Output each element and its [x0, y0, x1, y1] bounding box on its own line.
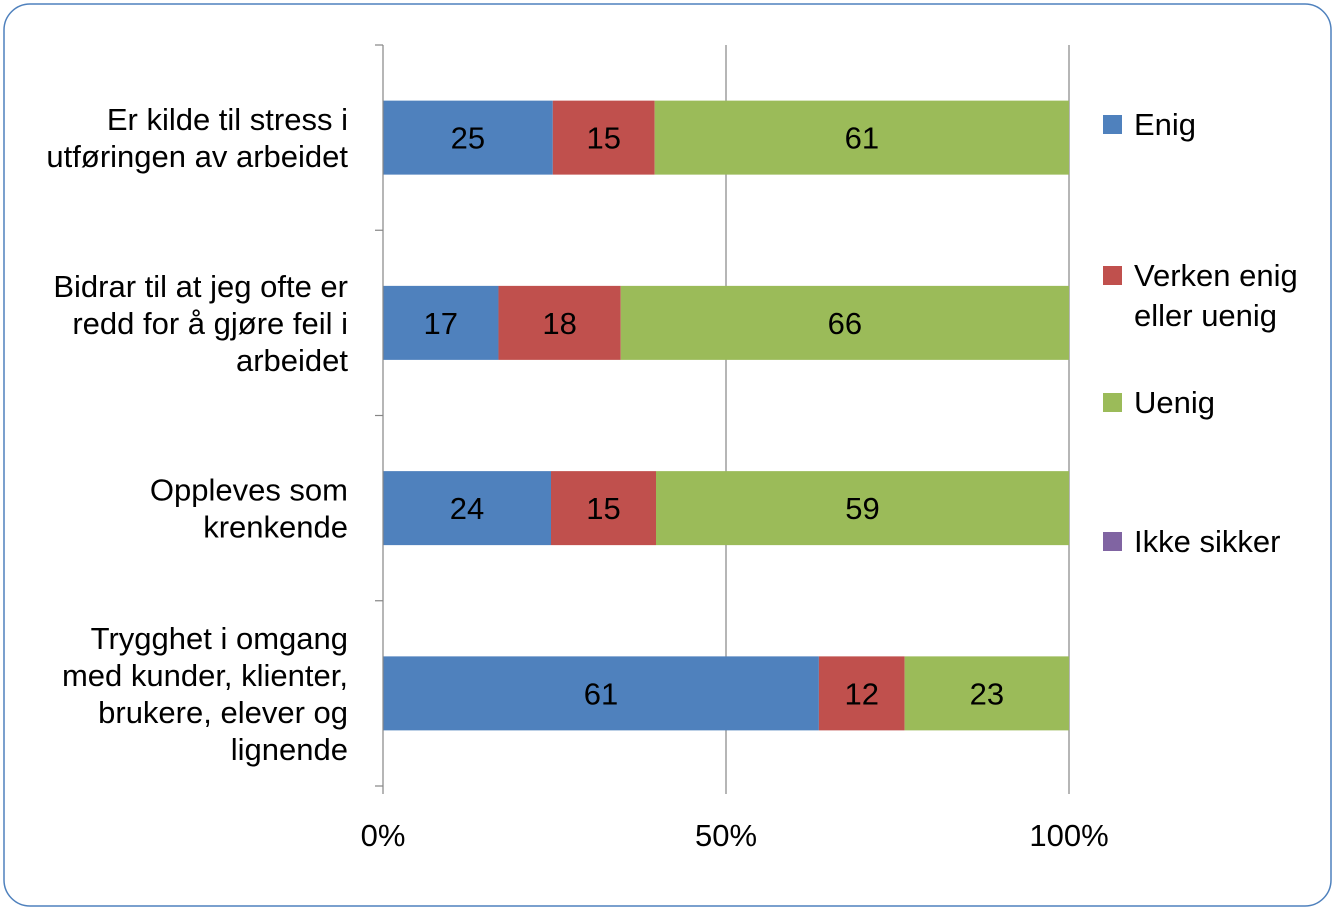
legend-label: Uenig — [1134, 385, 1215, 420]
legend: Enig Verken enig eller uenig Uenig Ikke sikk… — [1103, 107, 1298, 559]
data-label: 61 — [584, 676, 618, 711]
data-label: 15 — [587, 121, 621, 156]
data-label: 25 — [451, 121, 485, 156]
data-label: 66 — [828, 306, 862, 341]
legend-label-line: Enig — [1134, 107, 1196, 142]
bar-segment — [383, 285, 499, 360]
bar-segment — [551, 471, 656, 546]
axis-layer: 0% 50% 100% Er kilde til stress i utføringen… — [46, 44, 1109, 853]
x-tick-label: 0% — [361, 818, 406, 853]
bar-segment — [654, 100, 1069, 175]
data-label: 15 — [586, 491, 620, 526]
data-label: 24 — [450, 491, 484, 526]
data-label: 18 — [542, 306, 576, 341]
bar-segment — [383, 656, 819, 731]
category-label-line: arbeidet — [236, 343, 348, 378]
legend-label: Ikke sikker — [1134, 524, 1280, 559]
category-label-line: med kunder, klienter, — [62, 658, 348, 693]
bar-segment — [498, 285, 621, 360]
category-label-line: Er kilde til stress i — [107, 102, 348, 137]
data-label: 12 — [845, 676, 879, 711]
data-label: 59 — [845, 491, 879, 526]
category-label-line: Bidrar til at jeg ofte er — [53, 269, 348, 304]
bar-segment — [383, 471, 551, 546]
category-label: Oppleves som krenkende — [150, 473, 348, 545]
legend-label-line: Ikke sikker — [1134, 524, 1280, 559]
legend-swatch — [1103, 532, 1122, 551]
legend-swatch — [1103, 266, 1122, 285]
data-label: 23 — [970, 676, 1004, 711]
category-label: Bidrar til at jeg ofte er redd for å gjør… — [53, 269, 348, 378]
legend-label-line: Uenig — [1134, 385, 1215, 420]
category-label-line: utføringen av arbeidet — [46, 139, 348, 174]
legend-label-line: eller uenig — [1134, 298, 1277, 333]
category-label: Trygghet i omgang med kunder, klienter, br… — [62, 621, 348, 767]
category-label-line: Oppleves som — [150, 473, 348, 508]
category-label-line: Trygghet i omgang — [91, 621, 348, 656]
data-label: 17 — [423, 306, 457, 341]
legend-label-line: Verken enig — [1134, 258, 1298, 293]
category-label-line: lignende — [231, 732, 348, 767]
bar-segment — [656, 471, 1069, 546]
bars-layer: 25 15 61 17 18 66 24 15 59 61 12 23 — [383, 100, 1069, 731]
legend-label: Enig — [1134, 107, 1196, 142]
x-tick-label: 100% — [1029, 818, 1108, 853]
category-label-line: redd for å gjøre feil i — [72, 306, 348, 341]
bar-segment — [904, 656, 1069, 731]
bar-segment — [552, 100, 655, 175]
legend-swatch — [1103, 393, 1122, 412]
category-label-line: brukere, elever og — [98, 695, 348, 730]
category-label: Er kilde til stress i utføringen av arbei… — [46, 102, 348, 174]
x-tick-label: 50% — [695, 818, 757, 853]
legend-label: Verken enig eller uenig — [1134, 258, 1298, 333]
bar-segment — [818, 656, 905, 731]
category-label-line: krenkende — [203, 510, 348, 545]
bar-segment — [383, 100, 553, 175]
data-label: 61 — [845, 121, 879, 156]
bar-segment — [620, 285, 1069, 360]
legend-swatch — [1103, 115, 1122, 134]
